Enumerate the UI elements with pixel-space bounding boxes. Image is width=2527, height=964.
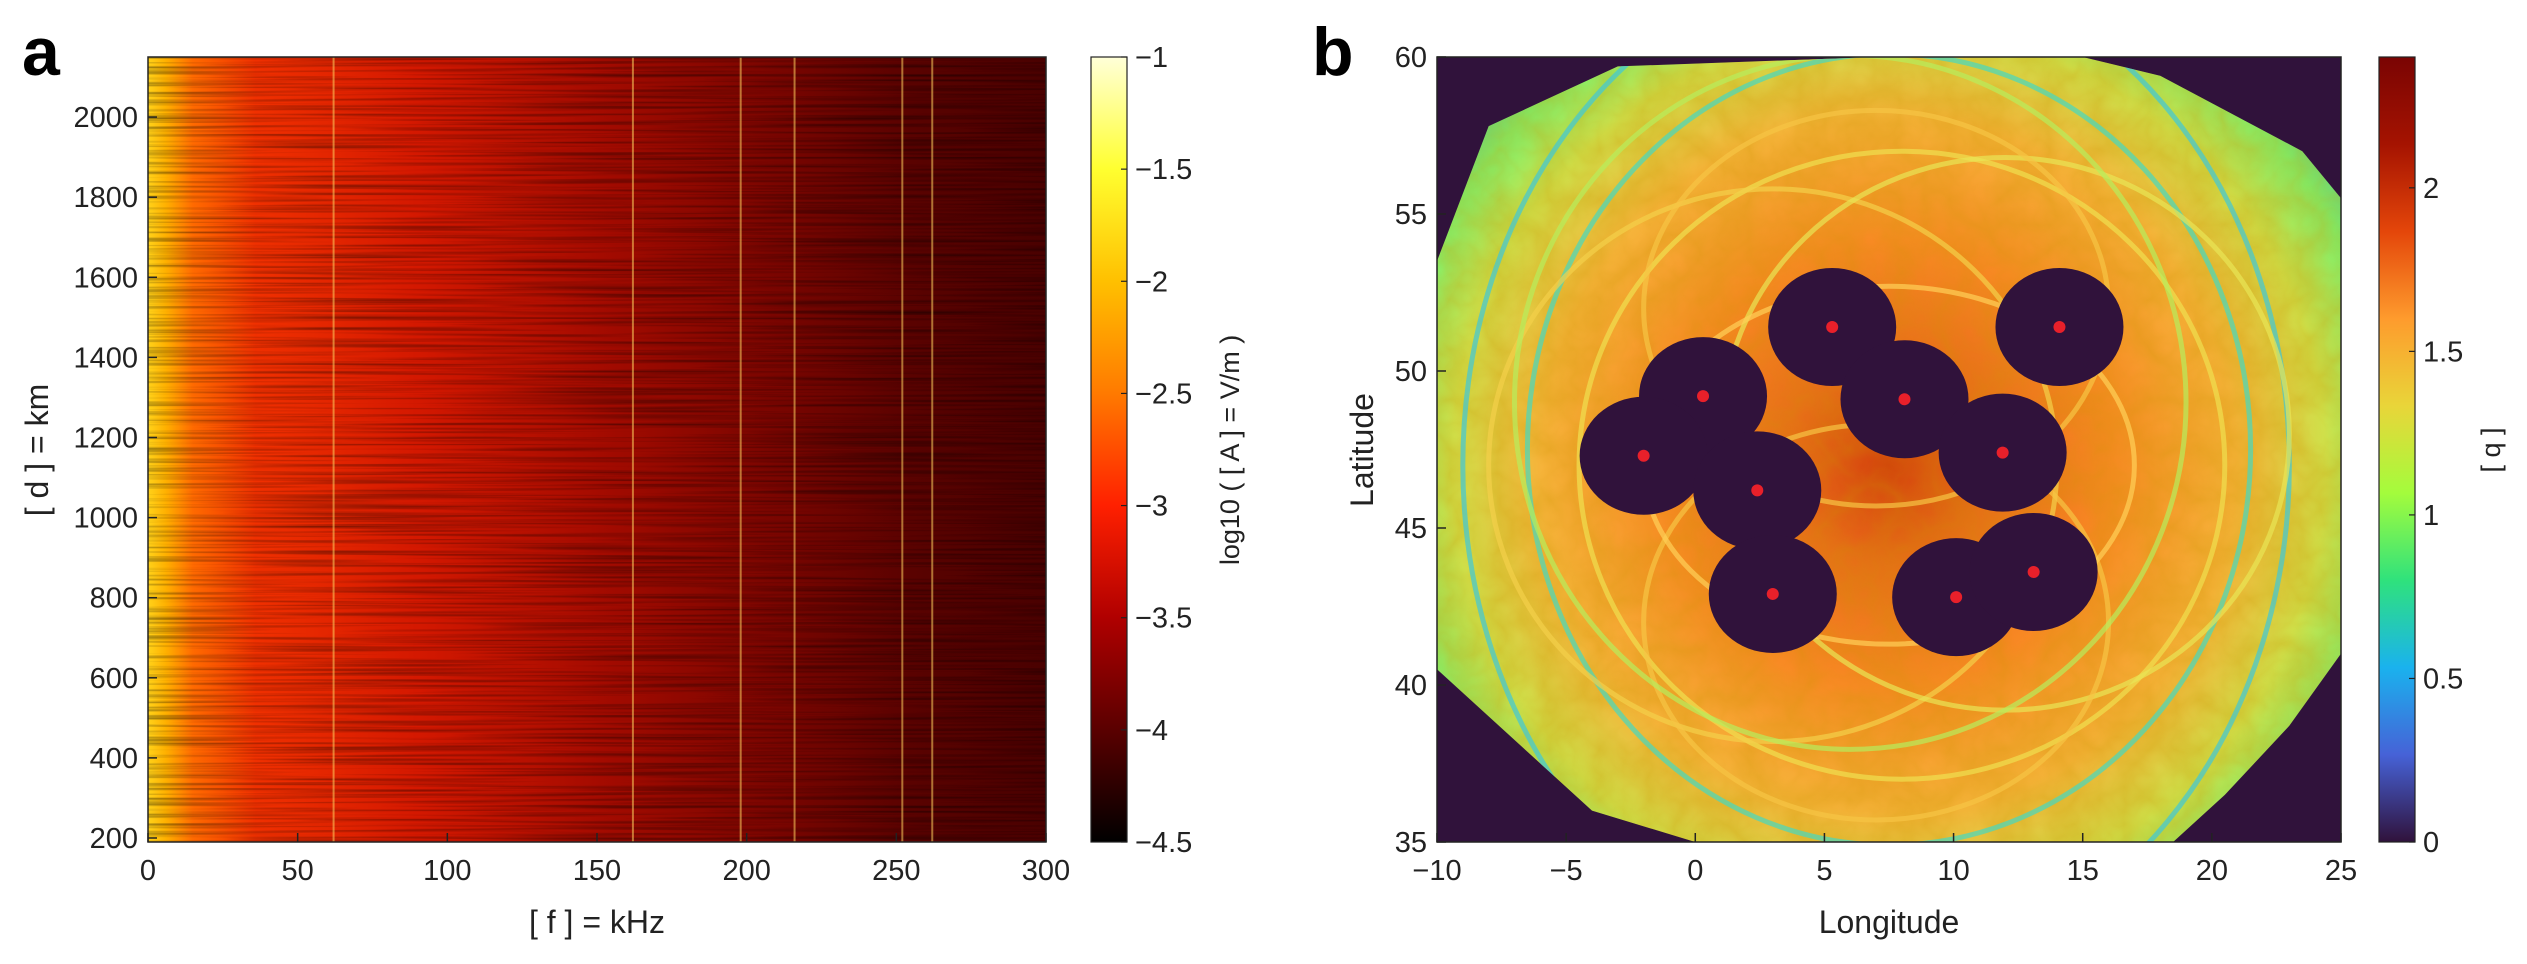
colorbar-tick-label: −2 bbox=[1135, 266, 1168, 298]
x-tick-label: 10 bbox=[1937, 855, 1969, 887]
receiver-point bbox=[1697, 390, 1710, 403]
panel-a-spectrogram: 0 50 100 150 200 250 300 200 400 600 800 1000 1200 1… bbox=[19, 42, 1245, 940]
x-tick-label: −5 bbox=[1550, 855, 1583, 887]
x-tick-label: 250 bbox=[872, 855, 920, 887]
colorbar-b bbox=[2378, 56, 2416, 843]
x-tick-label: 50 bbox=[282, 855, 314, 887]
x-tick-label: 0 bbox=[140, 855, 156, 887]
receiver-point bbox=[1950, 591, 1963, 604]
y-label-b: Latitude bbox=[1344, 393, 1380, 507]
y-tick-label: 600 bbox=[90, 663, 138, 695]
colorbar-tick-label: 1 bbox=[2423, 500, 2439, 532]
y-tick-label: 1800 bbox=[73, 182, 138, 214]
x-tick-label: 5 bbox=[1816, 855, 1832, 887]
x-tick-label: 25 bbox=[2325, 855, 2357, 887]
heatmap-a-area bbox=[148, 57, 1046, 842]
x-tick-label: −10 bbox=[1412, 855, 1461, 887]
panel-label-b: b bbox=[1312, 14, 1354, 90]
x-tick-label: 150 bbox=[573, 855, 621, 887]
colorbar-tick-label: −1 bbox=[1135, 42, 1168, 74]
ray-arc bbox=[1511, 57, 2189, 752]
y-tick-label: 400 bbox=[90, 743, 138, 775]
y-tick-label: 1400 bbox=[73, 342, 138, 374]
y-axis-a: 200 400 600 800 1000 1200 1400 1600 1800 2000 bbox=[73, 102, 157, 855]
x-tick-label: 0 bbox=[1687, 855, 1703, 887]
receiver-point bbox=[2027, 565, 2040, 578]
y-tick-label: 1600 bbox=[73, 262, 138, 294]
y-axis-b: 35 40 45 50 55 60 bbox=[1395, 42, 1446, 859]
colorbar-tick-label: −3.5 bbox=[1135, 603, 1192, 635]
y-label-a: [ d ] = km bbox=[19, 384, 55, 516]
transmitter-lines bbox=[332, 57, 934, 842]
colorbar-tick-label: −1.5 bbox=[1135, 154, 1192, 186]
colorbar-tick-label: −4.5 bbox=[1135, 827, 1192, 859]
colorbar-tick-label: −4 bbox=[1135, 715, 1168, 747]
x-label-a: [ f ] = kHz bbox=[529, 904, 665, 940]
y-tick-label: 55 bbox=[1395, 199, 1427, 231]
y-tick-label: 200 bbox=[90, 823, 138, 855]
x-axis-a: 0 50 100 150 200 250 300 bbox=[140, 833, 1070, 887]
x-tick-label: 20 bbox=[2196, 855, 2228, 887]
receivers bbox=[1579, 268, 2124, 657]
colorbar-tick-label: 1.5 bbox=[2423, 336, 2463, 368]
x-tick-label: 15 bbox=[2067, 855, 2099, 887]
y-tick-label: 50 bbox=[1395, 356, 1427, 388]
receiver-point bbox=[1751, 484, 1764, 497]
y-tick-label: 1200 bbox=[73, 422, 138, 454]
colorbar-b-label: [ q ] bbox=[2476, 427, 2506, 472]
y-tick-label: 2000 bbox=[73, 102, 138, 134]
axes-b-frame bbox=[1436, 56, 2342, 843]
colorbar-tick-label: −3 bbox=[1135, 491, 1168, 523]
colorbar-b-ticks: 0 0.5 1 1.5 2 bbox=[2409, 173, 2463, 859]
x-tick-label: 100 bbox=[423, 855, 471, 887]
receiver-point bbox=[1637, 449, 1650, 462]
colorbar-tick-label: −2.5 bbox=[1135, 378, 1192, 410]
colorbar-tick-label: 0.5 bbox=[2423, 663, 2463, 695]
y-tick-label: 1000 bbox=[73, 503, 138, 535]
receiver-point bbox=[2053, 321, 2066, 334]
ray-arc bbox=[1576, 148, 2228, 782]
colorbar-tick-label: 0 bbox=[2423, 827, 2439, 859]
y-tick-label: 800 bbox=[90, 583, 138, 615]
x-label-b: Longitude bbox=[1819, 904, 1960, 940]
panel-label-a: a bbox=[22, 14, 61, 90]
receiver-point bbox=[1898, 393, 1911, 406]
colorbar-a-ticks: −1 −1.5 −2 −2.5 −3 −3.5 −4 −4.5 bbox=[1121, 42, 1192, 859]
y-tick-label: 45 bbox=[1395, 513, 1427, 545]
heatmap-a-texture bbox=[148, 57, 1046, 842]
y-tick-label: 35 bbox=[1395, 827, 1427, 859]
x-tick-label: 200 bbox=[722, 855, 770, 887]
receiver-point bbox=[1766, 587, 1779, 600]
y-tick-label: 60 bbox=[1395, 42, 1427, 74]
x-axis-b: −10 −5 0 5 10 15 20 25 bbox=[1412, 833, 2357, 887]
receiver-point bbox=[1826, 321, 1839, 334]
receiver-point bbox=[1996, 446, 2009, 459]
y-tick-label: 40 bbox=[1395, 670, 1427, 702]
colorbar-a-label: log10 ( [ A ] = V/m ) bbox=[1215, 335, 1245, 565]
colorbar-a bbox=[1090, 56, 1128, 843]
x-tick-label: 300 bbox=[1022, 855, 1070, 887]
ray-arc bbox=[1524, 57, 2254, 842]
colorbar-tick-label: 2 bbox=[2423, 173, 2439, 205]
